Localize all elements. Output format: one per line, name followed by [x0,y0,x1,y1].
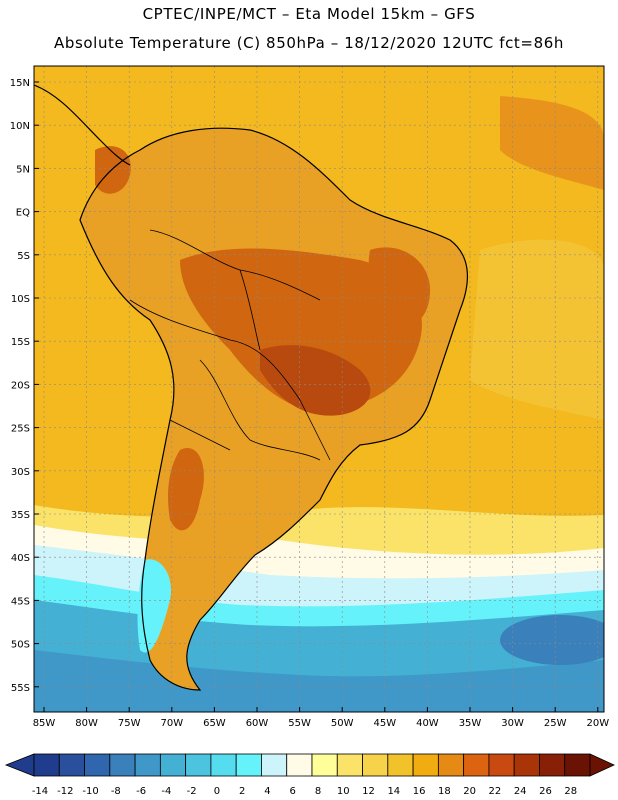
lon-label: 65W [203,718,226,729]
patagonia-cool [137,559,171,653]
colorbar-swatch [564,753,591,777]
lon-label: 85W [33,718,56,729]
lat-label: 30S [11,467,30,478]
colorbar-tick-label: 24 [514,786,527,797]
lat-lon-grid [34,66,604,712]
colorbar-swatch [134,753,161,777]
colorbar-tick-label: 6 [290,786,296,797]
lon-label: 35W [459,718,482,729]
colorbar-tick-label: -12 [57,786,73,797]
colorbar-tick-label: -2 [187,786,197,797]
temperature-field [34,66,604,712]
coastline [79,127,469,691]
colorbar-tick-label: 20 [463,786,476,797]
latitude-labels: 15N 10N 5N EQ 5S 10S 15S 20S 25S 30S 35S 40S 45S 50S 5… [10,78,39,694]
lon-label: 55W [288,718,311,729]
colorbar-tick-label: 4 [264,786,270,797]
colorbar-tick-label: -6 [136,786,146,797]
colorbar-swatch [488,753,515,777]
warm-core-northeast [368,247,430,326]
colorbar-swatch [362,753,389,777]
lat-label: 25S [11,424,30,435]
colorbar-swatch [286,753,313,777]
lat-label: 20S [11,380,30,391]
colorbar-tick-label: 28 [564,786,577,797]
colorbar-swatch [109,753,136,777]
colorbar-tick-label: -14 [32,786,48,797]
colorbar-tick-label: 16 [413,786,426,797]
map-frame [33,65,605,713]
lon-label: 75W [118,718,141,729]
colorbar-tick-label: 10 [337,786,350,797]
colorbar-arrow-left [4,753,35,777]
lon-label: 20W [586,718,609,729]
colorbar-tick-label: 18 [438,786,451,797]
colorbar-tick-label: 12 [362,786,375,797]
lon-label: 60W [246,718,269,729]
lon-label: 80W [75,718,98,729]
longitude-labels: 85W 80W 75W 70W 65W 60W 55W 50W 45W 40W 35W 30W 25W 2… [33,707,609,729]
warm-core-central [180,248,422,412]
lat-label: 5S [17,251,30,262]
atlantic-warm-patch [470,239,604,420]
colorbar-tick-labels: -14 -12 -10 -8 -6 -4 -2 0 2 4 6 8 10 12 14 16 18 20 22 24 26… [32,786,577,797]
warm-core-andes [168,448,204,531]
colorbar-tick-label: 8 [315,786,321,797]
colorbar-swatch [185,753,212,777]
colorbar-tick-label: 2 [239,786,245,797]
lon-label: 50W [331,718,354,729]
colorbar-swatch [33,753,60,777]
colorbar-swatch [513,753,540,777]
colorbar-swatch [437,753,465,777]
colorbar-arrow-right [589,753,615,777]
colorbar-swatch [84,753,111,777]
hottest-core [260,345,371,416]
colorbar [4,753,615,777]
lon-label: 70W [160,718,183,729]
warm-core-colombia [95,146,131,194]
title-line-2: Absolute Temperature (C) 850hPa – 18/12/… [54,34,564,52]
lat-label: 45S [11,596,30,607]
lat-label: 15S [11,337,30,348]
colorbar-tick-label: 0 [214,786,220,797]
band-minus6c [34,650,604,712]
lat-label: 35S [11,510,30,521]
colorbar-tick-label: -4 [161,786,171,797]
colorbar-swatch [210,753,237,777]
colorbar-swatch [159,753,187,777]
colorbar-tick-label: 22 [489,786,502,797]
colorbar-tick-label: -8 [111,786,121,797]
colorbar-swatch [58,753,85,777]
colorbar-swatch [336,753,363,777]
caribbean-warm-patch [500,96,604,190]
lon-label: 25W [544,718,567,729]
colorbar-swatch [235,753,262,777]
lon-label: 45W [373,718,396,729]
colorbar-swatch [387,753,414,777]
lat-label: 10N [10,121,30,132]
colorbar-swatch [539,753,566,777]
colorbar-tick-label: -10 [82,786,98,797]
lat-label: 10S [11,294,30,305]
lat-label: 40S [11,553,30,564]
lat-label: 55S [11,683,30,694]
central-america-coast [34,84,131,166]
lat-label: 5N [16,164,30,175]
country-borders [129,229,331,461]
colorbar-tick-label: 26 [539,786,552,797]
title-line-1: CPTEC/INPE/MCT – Eta Model 15km – GFS [142,5,476,23]
colorbar-swatch [463,753,490,777]
lat-label: EQ [16,208,30,219]
colorbar-swatch [311,753,338,777]
colorbar-tick-label: 14 [387,786,400,797]
colorbar-swatch [261,753,288,777]
cold-core-atlantic [500,615,604,665]
lat-label: 15N [10,78,30,89]
lat-label: 50S [11,640,30,651]
lon-label: 40W [416,718,439,729]
lon-label: 30W [501,718,524,729]
colorbar-swatch [412,753,439,777]
